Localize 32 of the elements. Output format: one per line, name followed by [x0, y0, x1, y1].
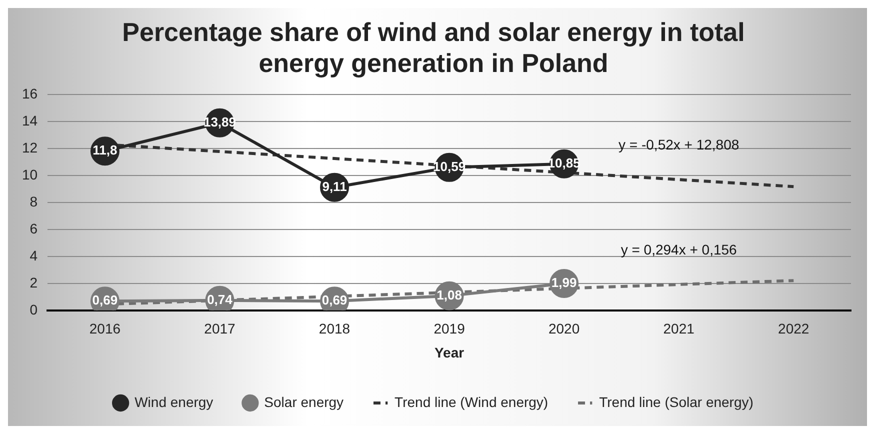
y-tick-label: 2 [30, 274, 38, 290]
y-tick-label: 4 [30, 247, 38, 264]
legend-label: Trend line (Wind energy) [394, 394, 548, 410]
y-tick-label: 8 [30, 193, 38, 210]
x-tick-label: 2022 [778, 320, 810, 337]
data-label: 1,99 [551, 275, 577, 290]
x-axis-title: Year [434, 344, 465, 360]
y-tick-label: 6 [30, 220, 38, 236]
x-tick-label: 2016 [89, 320, 121, 337]
data-label: 1,08 [436, 287, 462, 302]
chart-title: Percentage share of wind and solar energy in total energy generation in Poland [122, 16, 745, 78]
data-label: 11,8 [92, 142, 118, 158]
y-tick-label: 12 [22, 139, 38, 156]
data-label: 0,74 [207, 292, 234, 307]
data-label: 9,11 [322, 178, 347, 194]
annotation: y = 0,294x + 0,156 [620, 241, 738, 258]
data-label: 13,89 [203, 114, 236, 130]
annotation: y = -0,52x + 12,808 [618, 136, 740, 152]
y-tick-label: 14 [22, 112, 38, 128]
legend-label: Trend line (Solar energy) [599, 394, 754, 410]
data-label: 0,69 [322, 292, 348, 308]
x-tick-label: 2021 [663, 320, 695, 337]
y-tick-label: 16 [22, 85, 38, 102]
x-tick-label: 2019 [434, 320, 466, 337]
y-tick-label: 0 [30, 301, 38, 318]
y-tick-label: 10 [22, 166, 38, 182]
x-tick-label: 2017 [204, 320, 236, 337]
data-label: 0,69 [92, 292, 118, 308]
legend-label: Solar energy [264, 394, 344, 410]
x-tick-label: 2018 [318, 320, 350, 337]
x-tick-label: 2020 [548, 320, 580, 337]
legend-label: Wind energy [134, 394, 214, 410]
